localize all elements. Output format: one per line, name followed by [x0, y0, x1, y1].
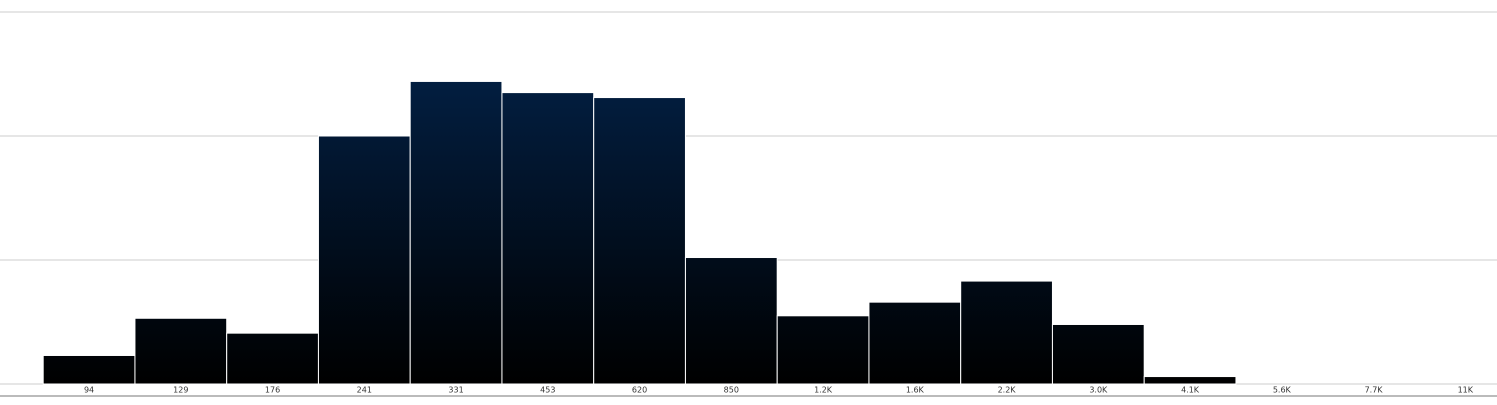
x-tick-label: 331: [448, 386, 463, 395]
bar: [42, 354, 136, 385]
bar: [776, 315, 870, 385]
bar: [684, 257, 778, 385]
bar: [226, 332, 319, 385]
bar: [1051, 323, 1145, 385]
x-tick-label: 129: [173, 386, 188, 395]
bar: [868, 301, 962, 385]
x-tick-label: 11K: [1458, 386, 1474, 395]
x-tick-label: 5.6K: [1273, 386, 1292, 395]
bar: [409, 80, 503, 385]
x-tick-label: 620: [632, 386, 647, 395]
x-tick-label: 2.2K: [998, 386, 1017, 395]
x-tick-label: 7.7K: [1365, 386, 1384, 395]
x-tick-label: 176: [265, 386, 280, 395]
bar: [501, 92, 595, 385]
bar: [960, 280, 1053, 385]
x-tick-label: 1.6K: [906, 386, 925, 395]
x-tick-label: 3.0K: [1089, 386, 1108, 395]
bar: [317, 135, 411, 385]
x-tick-label: 453: [540, 386, 555, 395]
x-tick-label: 94: [84, 386, 94, 395]
x-tick-label: 4.1K: [1181, 386, 1200, 395]
x-tick-label: 850: [724, 386, 739, 395]
bar: [1143, 376, 1237, 385]
bar: [134, 317, 228, 385]
bar: [593, 97, 686, 385]
x-tick-label: 1.2K: [814, 386, 833, 395]
x-tick-label: 241: [357, 386, 372, 395]
